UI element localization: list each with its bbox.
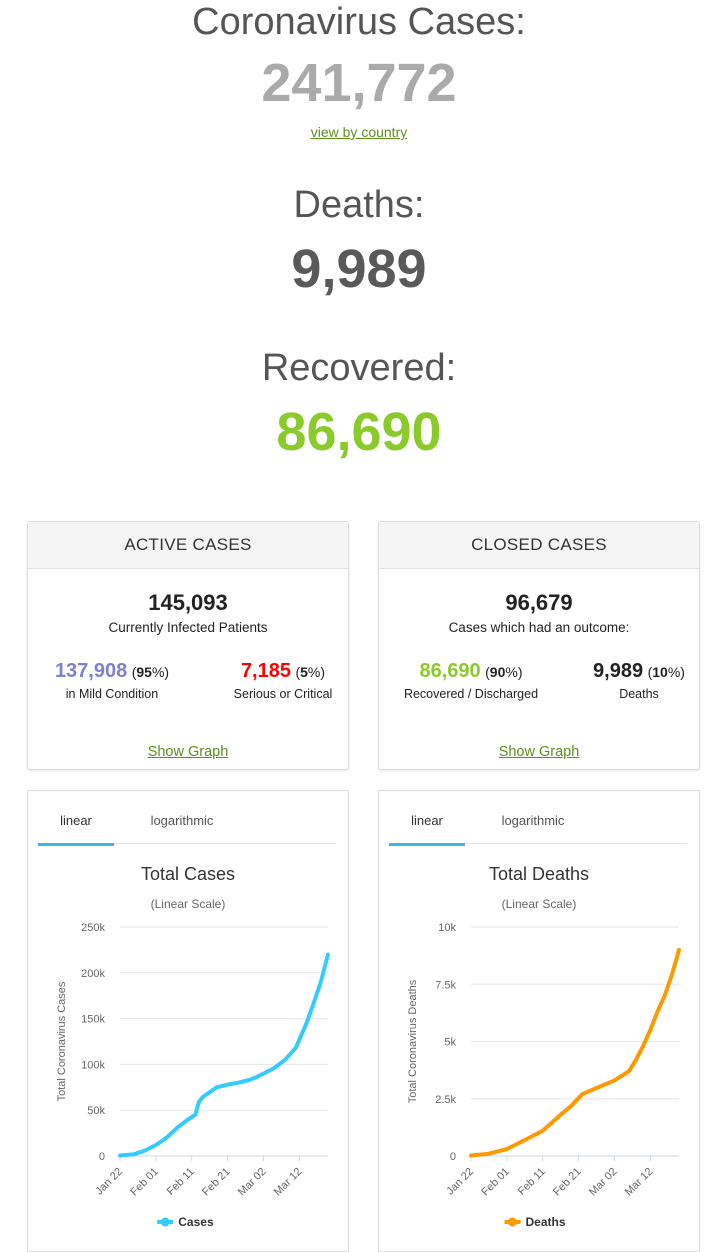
- y-tick-label: 0: [450, 1151, 456, 1163]
- y-tick-label: 250k: [81, 922, 105, 934]
- x-tick-label: Mar 12: [623, 1166, 656, 1199]
- tab-linear[interactable]: linear: [389, 809, 465, 846]
- serious-percent: (5%): [295, 664, 326, 680]
- tab-logarithmic[interactable]: logarithmic: [150, 813, 214, 828]
- serious-value: 7,185: [240, 660, 291, 682]
- y-tick-label: 100k: [81, 1059, 105, 1071]
- deaths-chart-title: Total Deaths: [489, 864, 589, 884]
- recovered-discharged-label: Recovered / Discharged: [403, 687, 539, 701]
- tab-logarithmic[interactable]: logarithmic: [501, 813, 565, 828]
- x-tick-label: Mar 12: [272, 1166, 305, 1199]
- deaths-chart-y-axis-label: Total Coronavirus Deaths: [407, 979, 419, 1103]
- recovered-total: 86,690: [276, 402, 442, 462]
- closed-cases-caption: Cases which had an outcome:: [448, 620, 630, 635]
- deaths-total: 9,989: [291, 239, 427, 299]
- y-tick-label: 2.5k: [435, 1094, 456, 1106]
- cases-chart-legend[interactable]: Cases: [157, 1215, 214, 1229]
- cases-chart-y-axis-label: Total Coronavirus Cases: [56, 981, 68, 1101]
- total-cases-chart: Total Cases (Linear Scale) 0 50k 100k 150k 200…: [56, 864, 330, 1229]
- recovered-discharged-percent: (90%): [485, 664, 523, 680]
- closed-cases-total: 96,679: [505, 590, 573, 615]
- closed-deaths-block: 9,989 (10%) Deaths: [585, 660, 693, 701]
- deaths-scale-tabs: linear logarithmic: [389, 809, 687, 846]
- y-tick-label: 200k: [81, 968, 105, 980]
- mild-percent: (95%): [131, 664, 170, 680]
- x-tick-label: Feb 11: [165, 1166, 197, 1198]
- deaths-heading: Deaths:: [293, 184, 425, 226]
- legend-label: Cases: [178, 1215, 214, 1229]
- mild-value: 137,908: [54, 660, 128, 682]
- cases-chart-title: Total Cases: [141, 864, 235, 884]
- x-tick-label: Feb 21: [200, 1166, 233, 1199]
- active-cases-total: 145,093: [148, 590, 228, 615]
- view-by-country-link[interactable]: view by country: [310, 124, 408, 140]
- closed-cases-panel: CLOSED CASES 96,679 Cases which had an o…: [378, 521, 700, 770]
- legend-label: Deaths: [526, 1215, 566, 1229]
- mild-condition-block: 137,908 (95%) in Mild Condition: [42, 660, 182, 701]
- active-show-graph-link[interactable]: Show Graph: [147, 744, 229, 760]
- cases-chart-subtitle: (Linear Scale): [151, 897, 226, 911]
- x-tick-label: Feb 11: [516, 1166, 548, 1198]
- recovered-discharged-value: 86,690: [419, 660, 481, 682]
- y-tick-label: 5k: [444, 1037, 456, 1049]
- closed-deaths-label: Deaths: [619, 687, 659, 701]
- total-cases-chart-panel: linear logarithmic Total Cases (Linear Sc…: [27, 790, 349, 1252]
- x-tick-label: Feb 21: [551, 1166, 584, 1199]
- closed-cases-header: CLOSED CASES: [379, 522, 699, 569]
- cases-total: 241,772: [261, 53, 457, 113]
- cases-scale-tabs: linear logarithmic: [38, 809, 336, 846]
- legend-marker: [508, 1217, 517, 1227]
- deaths-chart-subtitle: (Linear Scale): [502, 897, 577, 911]
- total-deaths-chart: Total Deaths (Linear Scale) 0 2.5k 5k 7.5k 10k…: [407, 864, 681, 1229]
- closed-deaths-percent: (10%): [647, 664, 685, 680]
- cases-heading: Coronavirus Cases:: [192, 1, 526, 43]
- y-tick-label: 7.5k: [435, 979, 456, 991]
- total-deaths-chart-panel: linear logarithmic Total Deaths (Linear S…: [378, 790, 700, 1252]
- active-cases-panel: ACTIVE CASES 145,093 Currently Infected …: [27, 521, 349, 770]
- y-tick-label: 0: [99, 1151, 105, 1163]
- active-cases-header: ACTIVE CASES: [28, 522, 348, 569]
- recovered-heading: Recovered:: [261, 347, 457, 389]
- y-tick-label: 50k: [87, 1105, 105, 1117]
- y-tick-label: 10k: [438, 922, 456, 934]
- x-tick-label: Jan 22: [444, 1166, 476, 1198]
- closed-deaths-value: 9,989: [593, 660, 644, 682]
- serious-condition-block: 7,185 (5%) Serious or Critical: [224, 660, 342, 701]
- x-tick-label: Feb 01: [479, 1166, 512, 1199]
- recovered-discharged-block: 86,690 (90%) Recovered / Discharged: [391, 660, 551, 701]
- mild-label: in Mild Condition: [65, 687, 159, 701]
- x-tick-label: Mar 02: [587, 1166, 620, 1199]
- cases-chart-series-line: [118, 952, 330, 1158]
- legend-marker: [160, 1217, 170, 1227]
- deaths-chart-series-line: [469, 947, 681, 1158]
- active-cases-caption: Currently Infected Patients: [108, 620, 268, 635]
- closed-show-graph-link[interactable]: Show Graph: [498, 744, 580, 760]
- x-tick-label: Mar 02: [236, 1166, 269, 1199]
- x-tick-label: Jan 22: [93, 1166, 125, 1198]
- y-tick-label: 150k: [81, 1014, 105, 1026]
- x-tick-label: Feb 01: [128, 1166, 161, 1199]
- deaths-chart-legend[interactable]: Deaths: [504, 1215, 566, 1229]
- serious-label: Serious or Critical: [233, 687, 333, 701]
- tab-linear[interactable]: linear: [38, 809, 114, 846]
